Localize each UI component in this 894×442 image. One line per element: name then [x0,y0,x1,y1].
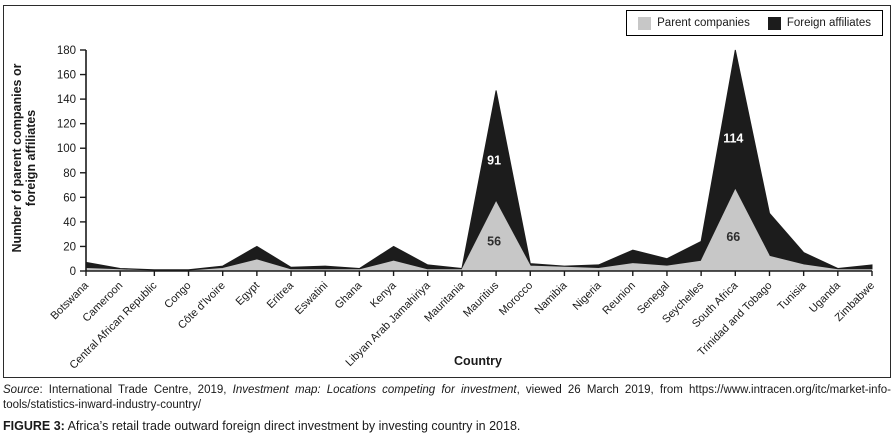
x-axis-label: Namibia [533,279,571,317]
legend-swatch-parent-companies [638,16,652,30]
legend-swatch-foreign-affiliates [767,16,781,30]
y-tick-label: 80 [63,168,76,180]
x-axis-label: Mauritius [461,279,501,319]
stacked-area-chart: 020406080100120140160180BotswanaCameroon… [48,45,877,372]
x-axis-label: Reunion [600,280,637,317]
source-note: Source: International Trade Centre, 2019… [3,383,891,414]
figure-caption-text: Africa’s retail trade outward foreign di… [64,419,521,433]
area-foreign-affiliates [85,49,873,272]
chart-frame: 0 20 40 60 80 100 120 140 160 180 Botswana Cameroon… [3,5,891,378]
x-axis-label: Congo [162,280,193,311]
legend: Parent companies Foreign affiliates [626,10,883,36]
y-tick-label: 20 [63,241,76,253]
source-work-title: Investment map: Locations competing for … [232,384,517,396]
data-label: 66 [726,230,740,244]
y-axis-title-line1: Number of parent companies or [10,63,24,253]
legend-label-foreign-affiliates: Foreign affiliates [786,17,871,29]
source-text-1: : International Trade Centre, 2019, [39,384,233,396]
y-tick-label: 180 [57,45,76,57]
x-axis-label: Eswatini [293,280,330,317]
area-parent-companies [85,188,873,272]
legend-label-parent-companies: Parent companies [657,17,750,29]
x-axis-label: Nigeria [571,279,605,313]
y-tick-label: 100 [57,143,76,155]
figure-caption: FIGURE 3: Africa’s retail trade outward … [3,419,891,433]
legend-item-parent-companies: Parent companies [638,16,750,30]
y-tick-label: 160 [57,70,76,82]
data-label: 91 [487,153,501,167]
x-axis-label: Morocco [497,280,535,318]
x-axis-label: Egypt [234,280,262,308]
y-tick-label: 140 [57,94,76,106]
data-label: 56 [487,235,501,249]
y-tick-label: 40 [63,217,76,229]
legend-item-foreign-affiliates: Foreign affiliates [767,16,871,30]
x-axis-title: Country [454,354,502,368]
data-label: 114 [723,131,743,145]
y-axis-title-line2: foreign affiliates [24,109,38,207]
y-tick-label: 0 [70,266,76,278]
y-tick-label: 120 [57,119,76,131]
source-text-2: , viewed 26 March 2019, from https://www… [3,384,891,412]
x-axis-label: Ghana [333,279,365,311]
source-label: Source [3,384,40,396]
x-axis-label: Kenya [368,279,399,310]
y-tick-label: 60 [63,192,76,204]
x-axis-label: Tunisia [775,279,809,313]
y-axis-title: Number of parent companies or foreign af… [10,33,38,283]
x-axis-label: Eritrea [265,279,297,311]
figure-caption-label: FIGURE 3: [3,419,65,433]
